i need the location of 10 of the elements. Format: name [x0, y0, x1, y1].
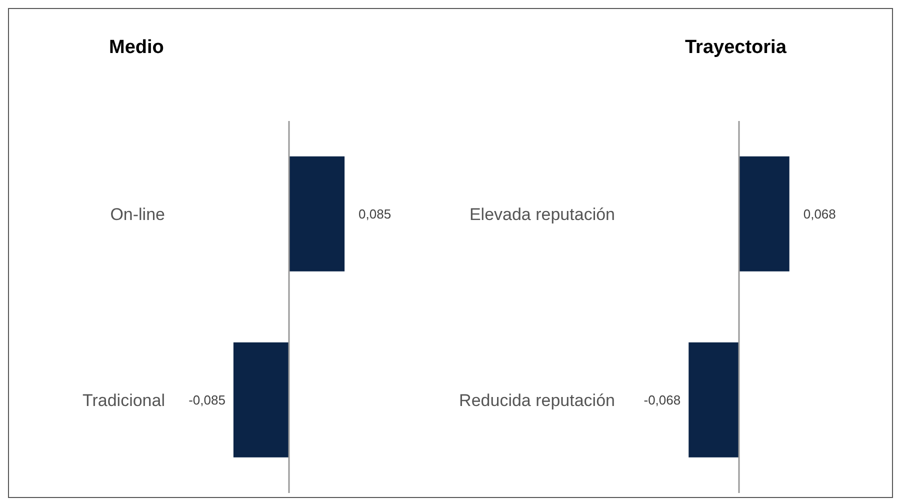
data-label: 0,085	[358, 206, 392, 222]
chart-title: Medio	[109, 37, 164, 59]
y-tick-label: Tradicional	[82, 390, 165, 410]
data-label: -0,068	[644, 392, 681, 408]
y-tick-label: On-line	[110, 204, 165, 224]
data-label: 0,068	[803, 206, 836, 222]
data-label: -0,085	[188, 392, 226, 408]
y-tick-label: Reducida reputación	[459, 390, 615, 410]
y-tick-label: Elevada reputación	[469, 204, 615, 224]
chart-title: Trayectoria	[685, 37, 786, 59]
